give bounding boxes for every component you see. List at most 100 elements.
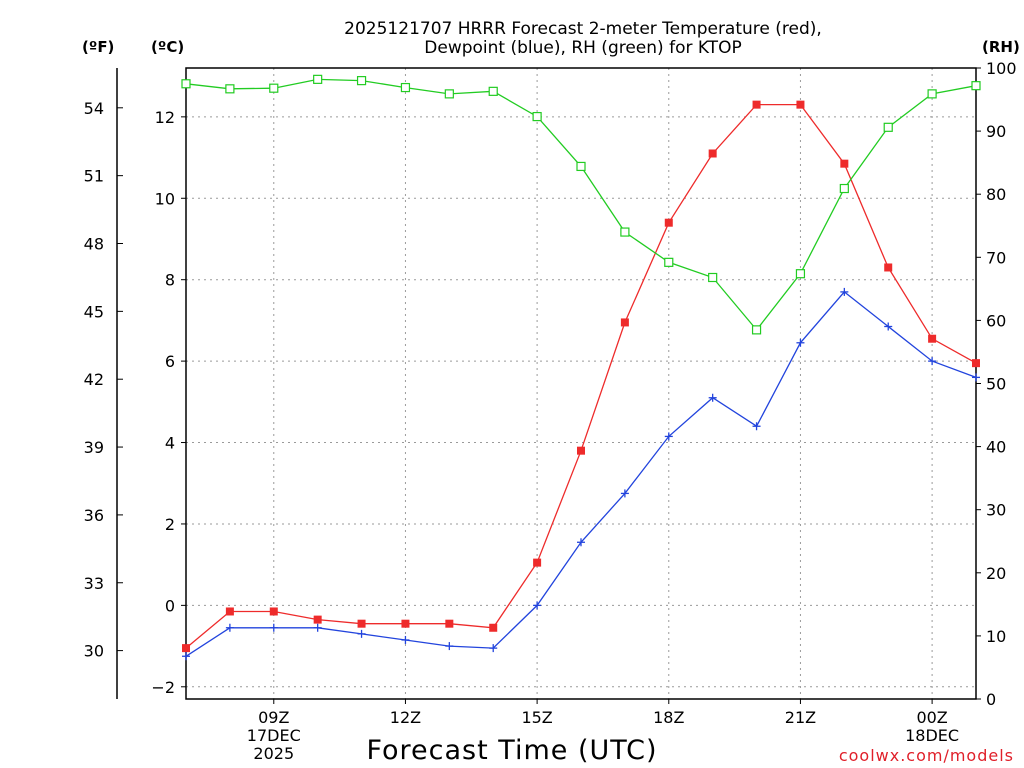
data-point (357, 629, 366, 638)
fahrenheit-tick-label: 48 (84, 235, 104, 254)
rh-tick-label: 90 (986, 122, 1006, 141)
celsius-unit-label: (ºC) (151, 38, 184, 56)
celsius-tick-label: 2 (165, 515, 175, 534)
data-point (664, 432, 673, 441)
data-point (269, 83, 279, 93)
data-point (489, 623, 498, 632)
data-point (269, 607, 278, 616)
data-point (620, 318, 629, 327)
data-point (445, 642, 454, 651)
data-point (751, 325, 762, 335)
data-point (225, 84, 235, 94)
series-rh (181, 74, 981, 335)
data-point (708, 393, 717, 402)
data-point (533, 558, 542, 567)
fahrenheit-tick-label: 39 (84, 438, 104, 457)
time-tick-label: 00Z (916, 708, 947, 727)
rh-tick-label: 100 (986, 59, 1017, 78)
data-point (445, 619, 454, 628)
time-tick-label: 12Z (390, 708, 421, 727)
rh-tick-label: 80 (986, 185, 1006, 204)
data-point (577, 446, 585, 455)
celsius-tick-label: −2 (151, 678, 175, 697)
series-dewpoint (182, 287, 980, 661)
data-point (357, 619, 366, 628)
data-point (840, 159, 849, 168)
fahrenheit-tick-label: 54 (84, 99, 104, 118)
data-point (313, 74, 323, 84)
data-point (313, 623, 322, 632)
data-point (928, 334, 937, 343)
x-axis-label: Forecast Time (UTC) (366, 735, 657, 766)
rh-tick-label: 60 (986, 311, 1006, 330)
fahrenheit-tick-label: 45 (84, 302, 104, 321)
data-point (269, 623, 278, 632)
series-2-meter-temperature (182, 100, 980, 653)
celsius-tick-label: 0 (165, 596, 175, 615)
chart-subtitle: Dewpoint (blue), RH (green) for KTOP (424, 38, 741, 58)
data-point (576, 161, 586, 172)
celsius-tick-label: 10 (155, 189, 175, 208)
data-point (444, 89, 454, 99)
data-point (401, 635, 410, 644)
data-point (225, 623, 234, 632)
data-point (664, 257, 674, 267)
credit-text: coolwx.com/models (839, 746, 1014, 765)
fahrenheit-tick-label: 51 (84, 167, 104, 186)
rh-tick-label: 0 (986, 690, 996, 709)
data-point (795, 269, 806, 279)
data-point (972, 373, 980, 382)
rh-tick-label: 40 (986, 438, 1006, 457)
data-point (620, 489, 629, 498)
data-point (840, 287, 849, 296)
data-point (577, 538, 585, 547)
rh-tick-label: 50 (986, 375, 1006, 394)
data-point (796, 338, 805, 347)
data-point (752, 100, 761, 109)
data-point (883, 122, 893, 132)
rh-tick-label: 30 (986, 501, 1006, 520)
data-point (182, 644, 190, 653)
data-point (796, 100, 805, 109)
rh-tick-label: 10 (986, 627, 1006, 646)
data-point (182, 652, 190, 661)
data-point (927, 89, 937, 99)
rh-unit-label: (RH) (982, 38, 1020, 56)
data-point (708, 149, 717, 158)
series-layer (181, 74, 981, 661)
celsius-tick-label: 8 (165, 271, 175, 290)
data-point (664, 218, 673, 227)
data-point (839, 183, 849, 194)
data-point (181, 79, 191, 89)
data-point (225, 607, 234, 616)
data-point (620, 227, 630, 237)
chart-title: 2025121707 HRRR Forecast 2-meter Tempera… (344, 19, 822, 39)
data-point (356, 76, 367, 86)
data-point (884, 263, 893, 272)
data-point (489, 644, 498, 653)
data-point (533, 601, 542, 610)
time-tick-label: 17DEC (247, 726, 301, 745)
data-point (928, 357, 937, 366)
data-point (313, 615, 322, 624)
fahrenheit-unit-label: (ºF) (82, 38, 114, 56)
data-point (532, 111, 542, 122)
celsius-tick-label: 12 (155, 108, 175, 127)
rh-tick-label: 70 (986, 248, 1006, 267)
time-tick-label: 15Z (521, 708, 552, 727)
data-point (488, 86, 498, 96)
time-tick-label: 21Z (785, 708, 816, 727)
fahrenheit-tick-label: 30 (84, 642, 104, 661)
data-point (708, 272, 718, 283)
data-point (400, 82, 411, 93)
data-point (752, 422, 761, 431)
time-tick-label: 18Z (653, 708, 684, 727)
fahrenheit-tick-label: 36 (84, 506, 104, 525)
fahrenheit-tick-label: 33 (84, 574, 104, 593)
time-tick-label: 18DEC (905, 726, 959, 745)
rh-tick-label: 20 (986, 564, 1006, 583)
time-tick-label: 2025 (253, 744, 294, 763)
celsius-tick-label: 6 (165, 352, 175, 371)
